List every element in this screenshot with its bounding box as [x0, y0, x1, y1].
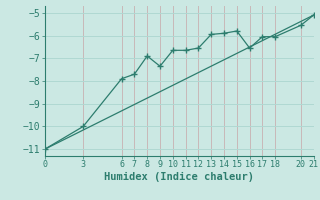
X-axis label: Humidex (Indice chaleur): Humidex (Indice chaleur)	[104, 172, 254, 182]
